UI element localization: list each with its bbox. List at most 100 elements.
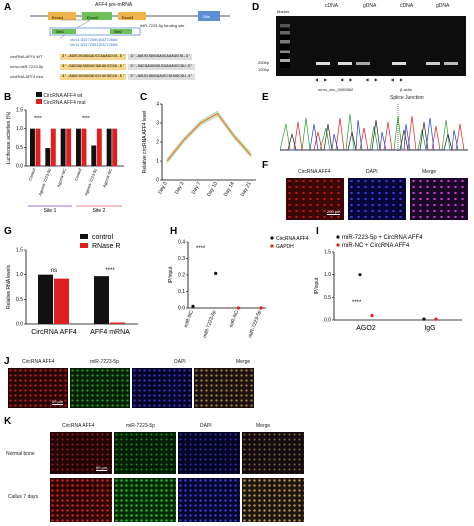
legend-dot-circ [270, 236, 274, 240]
bar-CircRNA AFF4 mut [96, 128, 102, 166]
y-tick-label: 1.0 [16, 272, 23, 278]
y-tick-label: 2 [156, 140, 159, 146]
j-title-3: DAPI [174, 359, 186, 365]
legend-swatch-control [80, 234, 88, 239]
x-tick-label: miR-7223-5p [247, 309, 263, 338]
y-tick-label: 0.5 [16, 145, 23, 151]
gel-arrows: ◀▶ ◀▶ ◀▶ ◀▶ [315, 77, 409, 82]
gel-band-cdna-3 [392, 62, 406, 65]
f-image-dapi [348, 178, 406, 220]
line-series [166, 112, 252, 162]
y-tick-label: 0.0 [16, 322, 23, 328]
k-title-1: CircRNA AFF4 [62, 423, 95, 429]
x-tick-label: Day 10 [206, 181, 219, 198]
svg-text:Site2: Site2 [114, 30, 122, 34]
x-tick-label: miR-NC [183, 309, 195, 328]
panel-j-label: J [4, 356, 10, 367]
y-axis-label: Relative RNA levels [6, 265, 12, 309]
bp-100: 100bp [258, 67, 270, 72]
y-tick-label: 1.5 [16, 248, 23, 254]
legend-dot-gapdh [270, 244, 274, 248]
x-tick-label: AFF4 mRNA [90, 329, 130, 336]
exon2-text: Exon2 [87, 15, 99, 20]
exon1-box [48, 12, 76, 20]
j-scale-bar: 50 μm [52, 399, 64, 405]
gene-label-1: mmu_circ_0000562 [318, 87, 354, 92]
seq-row-name: mmu-miR-7223-5p [10, 64, 44, 69]
b-legend-mut-text: CircRNA AFF4 mut [43, 100, 86, 106]
chart-b: 0.0 0.5 1.0 1.5 Luciferase activities (%) Con… [6, 108, 124, 212]
k-image-normal-merge [242, 432, 304, 474]
k-image-normal-green [114, 432, 176, 474]
bar-CircRNA AFF4 mut [66, 128, 72, 166]
bar-CircRNA AFF4 mut [81, 128, 87, 166]
j-title-4: Merge [236, 359, 251, 365]
exon3-text: Exon3 [122, 15, 134, 20]
x-tick-label: Day 7 [191, 181, 203, 196]
group-label-1: Site 1 [44, 208, 57, 212]
f-image-red [286, 178, 344, 220]
legend-rnase: RNase R [92, 243, 120, 250]
seq-row-0: circRNA AFF4 WT 3'-AGUCUGUGGAUCCAAAGCUU-… [10, 52, 235, 62]
bp-250: 250bp [258, 60, 270, 65]
f-title-1: CircRNA AFF4 [298, 169, 331, 175]
point-miR-NC + CircRNA AFF4 [370, 313, 374, 318]
x-tick-label: Control [27, 168, 36, 182]
y-tick-label: 0.5 [324, 295, 331, 301]
j-image-merge [194, 368, 254, 408]
j-image-red [8, 368, 68, 408]
gel-marker-band [280, 24, 290, 68]
gel-marker-label: Marker [277, 9, 290, 14]
panel-e-label: E [262, 92, 269, 103]
bar-CircRNA AFF4 wt [106, 128, 112, 166]
panel-a-label: A [4, 2, 12, 13]
bar-control [38, 274, 53, 324]
y-tick-label: 0.0 [324, 318, 331, 324]
x-tick-label: Day 0 [157, 181, 169, 196]
y-tick-label: 0.0 [16, 164, 23, 170]
point-GAPDH [259, 306, 263, 310]
site1-box [52, 29, 76, 34]
panel-h-label: H [170, 226, 178, 237]
trace-black [280, 119, 468, 151]
x-tick-label: Day 3 [174, 181, 186, 196]
site-box [198, 11, 220, 21]
significance-label: ns [51, 268, 57, 274]
seq-row-mir: 3'-AGUCUGUGGAUCAAAGCUG-3' [128, 54, 193, 60]
point-CircRNA AFF4 [214, 271, 218, 275]
y-tick-label: 1.5 [324, 250, 331, 256]
seq-row-seq: 3'-AGUCUGUGGAUCCUUUGCGU-5' [60, 74, 127, 80]
panel-b-label: B [4, 92, 12, 103]
seq-row-seq: 3'-GACGAUUGGUCGAUAUCCGU-5' [60, 64, 127, 70]
y-tick-label: 0.1 [178, 289, 185, 295]
gene-label-2: β-actin [400, 87, 413, 92]
b-legend-wt: CircRNA AFF4 wt [36, 92, 82, 99]
y-axis-label: Luciferase activities (%) [6, 111, 12, 164]
seq-row-1: mmu-miR-7223-5p 3'-GACGAUUGGUCGAUAUCCGU-… [10, 62, 235, 72]
bar-control [94, 276, 109, 324]
exon1-text: Exon1 [52, 15, 64, 20]
b-legend-wt-text: CircRNA AFF4 wt [43, 93, 83, 99]
panel-a-title: AFF4 pre-mRNA [95, 2, 133, 8]
significance-stars: **** [352, 300, 362, 306]
coord-2: chr11:53272651|53272658 [70, 42, 118, 47]
significance-stars-2: **** [82, 116, 90, 122]
point-GAPDH [236, 306, 240, 310]
j-image-dapi [132, 368, 192, 408]
k-title-2: miR-7223-5p [126, 423, 155, 429]
chart-g: 0.0 0.5 1.0 1.5 Relative RNA levels control RN… [6, 234, 138, 336]
y-tick-label: 0.3 [178, 256, 185, 262]
lane-label-1: cDNA [325, 3, 339, 9]
panel-d-label: D [252, 2, 260, 13]
k-row-label-2: Callus 7 days [8, 494, 39, 500]
k-image-normal-red [50, 432, 112, 474]
lane-label-3: cDNA [400, 3, 414, 9]
legend-gapdh: GAPDH [276, 244, 294, 250]
gel-band-gdna-3 [444, 62, 458, 65]
x-tick-label: miR-7223-5p [202, 309, 218, 338]
y-tick-label: 0.2 [178, 273, 185, 279]
gel-band-cdna-2 [338, 62, 352, 65]
bar-RNase R [54, 278, 69, 324]
chromatogram [280, 104, 468, 152]
y-tick-label: 1 [156, 159, 159, 165]
